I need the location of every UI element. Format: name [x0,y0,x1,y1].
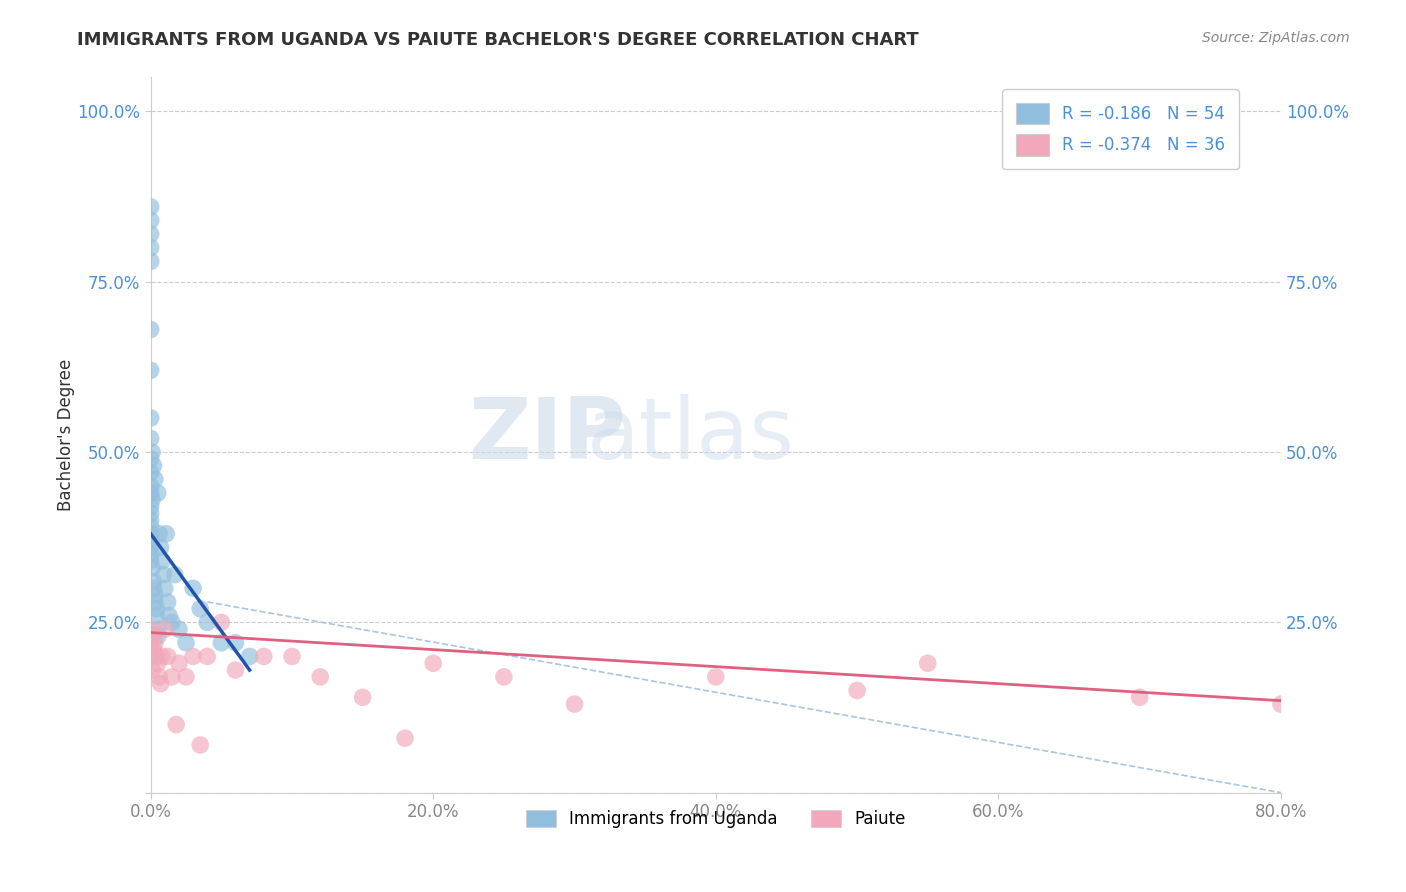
Point [139,227,162,241]
Point [139,554,162,568]
Point [153,582,176,596]
Point [148,526,170,541]
Point [163,567,186,582]
Point [149,676,172,690]
Point [846,683,869,698]
Point [143,472,166,486]
Point [181,649,204,664]
Text: atlas: atlas [586,393,794,476]
Point [564,697,586,711]
Point [145,649,167,664]
Point [143,588,166,602]
Point [142,574,165,589]
Point [150,554,173,568]
Point [139,547,162,561]
Point [156,649,179,664]
Point [139,513,162,527]
Point [143,595,166,609]
Point [139,363,162,377]
Point [167,622,190,636]
Point [141,663,163,677]
Point [195,649,218,664]
Point [139,636,162,650]
Point [188,601,211,615]
Point [188,738,211,752]
Point [394,731,416,746]
Point [139,200,162,214]
Point [148,670,170,684]
Point [139,500,162,514]
Point [139,507,162,521]
Point [422,657,444,671]
Point [309,670,332,684]
Point [149,541,172,555]
Point [139,322,162,336]
Point [139,486,162,500]
Point [142,582,165,596]
Point [239,649,262,664]
Point [153,622,176,636]
Text: IMMIGRANTS FROM UGANDA VS PAIUTE BACHELOR'S DEGREE CORRELATION CHART: IMMIGRANTS FROM UGANDA VS PAIUTE BACHELO… [77,31,920,49]
Point [1270,697,1292,711]
Point [145,608,167,623]
Point [146,657,169,671]
Point [152,567,174,582]
Point [209,615,232,630]
Point [146,486,169,500]
Point [195,615,218,630]
Point [253,649,276,664]
Point [917,657,939,671]
Point [165,717,187,731]
Point [143,636,166,650]
Point [167,657,190,671]
Point [139,622,162,636]
Point [150,649,173,664]
Point [139,254,162,268]
Point [181,582,204,596]
Point [492,670,515,684]
Point [139,479,162,493]
Point [224,636,246,650]
Point [139,533,162,548]
Point [156,595,179,609]
Point [160,615,183,630]
Point [139,526,162,541]
Point [160,670,183,684]
Point [142,458,165,473]
Point [139,649,162,664]
Point [139,241,162,255]
Point [352,690,374,705]
Point [145,601,167,615]
Point [139,541,162,555]
Point [139,432,162,446]
Legend: Immigrants from Uganda, Paiute: Immigrants from Uganda, Paiute [519,803,912,834]
Point [139,466,162,480]
Point [155,526,177,541]
Point [139,411,162,425]
Point [157,608,180,623]
Point [174,670,197,684]
Point [141,492,163,507]
Point [139,213,162,227]
Point [1129,690,1152,705]
Point [281,649,304,664]
Point [141,561,163,575]
Point [146,622,169,636]
Point [139,520,162,534]
Point [704,670,727,684]
Point [141,629,163,643]
Point [142,642,165,657]
Point [146,629,169,643]
Point [174,636,197,650]
Point [224,663,246,677]
Text: Source: ZipAtlas.com: Source: ZipAtlas.com [1202,31,1350,45]
Text: ZIP: ZIP [468,393,626,476]
Point [209,636,232,650]
Y-axis label: Bachelor's Degree: Bachelor's Degree [58,359,75,511]
Point [139,451,162,466]
Point [141,445,163,459]
